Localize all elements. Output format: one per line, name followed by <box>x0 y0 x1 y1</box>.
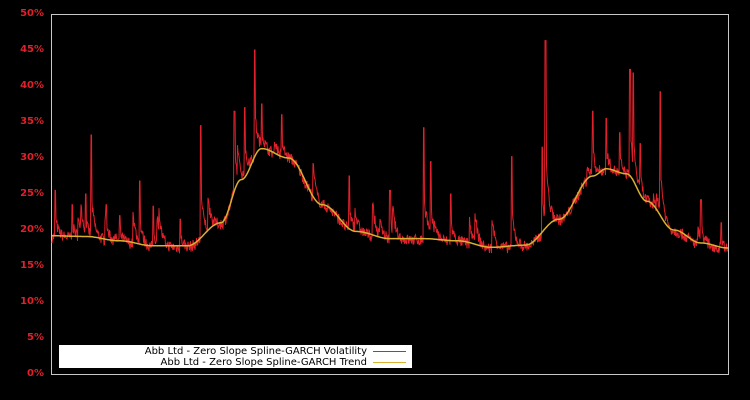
y-tick-label: 50% <box>20 8 44 19</box>
plot-area <box>51 14 729 375</box>
legend-swatch-trend <box>373 362 406 363</box>
legend-item-volatility: Abb Ltd - Zero Slope Spline-GARCH Volati… <box>144 346 367 357</box>
legend: Abb Ltd - Zero Slope Spline-GARCH Volati… <box>59 345 412 368</box>
legend-swatch-volatility <box>373 351 406 352</box>
y-tick-label: 35% <box>20 116 44 127</box>
y-tick-label: 0% <box>27 368 44 379</box>
volatility-line <box>51 40 729 255</box>
y-tick-label: 20% <box>20 224 44 235</box>
y-tick-label: 40% <box>20 80 44 91</box>
y-tick-label: 30% <box>20 152 44 163</box>
y-tick-label: 25% <box>20 188 44 199</box>
legend-item-trend: Abb Ltd - Zero Slope Spline-GARCH Trend <box>160 357 367 368</box>
y-tick-label: 45% <box>20 44 44 55</box>
y-tick-label: 10% <box>20 296 44 307</box>
trend-line <box>52 147 728 249</box>
y-tick-label: 15% <box>20 260 44 271</box>
y-tick-label: 5% <box>27 332 44 343</box>
